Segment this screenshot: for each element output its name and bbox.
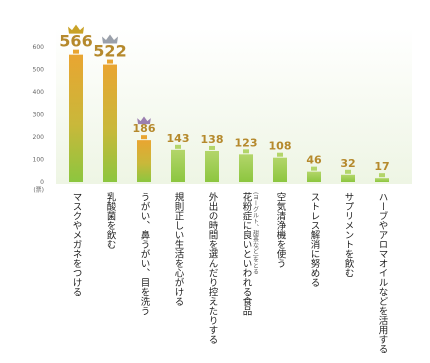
bar-marker [107, 59, 113, 64]
data-label: 566 [59, 32, 92, 51]
category-label: 外出の時間を選んだり控えたりする [207, 191, 219, 344]
data-label: 522 [93, 42, 126, 61]
bar [307, 171, 321, 182]
category-label: ハーブやアロマオイルなどを活用する [377, 192, 389, 354]
y-tick-label: 600 [33, 44, 45, 51]
category-label: 乳酸菌を飲む [105, 191, 117, 249]
category-labels: マスクやメガネをつける 乳酸菌を飲む うがい、鼻うがい、目を洗う 規則正しい生活を心が… [71, 191, 389, 353]
bar [205, 150, 219, 182]
data-label: 46 [306, 154, 322, 167]
bar [375, 178, 389, 182]
data-label: 108 [269, 140, 292, 153]
y-unit-label: (票) [33, 187, 44, 194]
bar [171, 149, 185, 182]
data-label: 186 [133, 122, 156, 135]
data-label: 143 [167, 132, 190, 145]
crown-icon [68, 24, 84, 34]
bar-marker [141, 135, 147, 140]
data-label: 32 [340, 157, 355, 170]
bar-marker [277, 152, 283, 157]
bar [69, 54, 83, 182]
bar [103, 64, 117, 182]
y-tick-label: 200 [33, 134, 45, 141]
category-label: うがい、鼻うがい、目を洗う [139, 192, 151, 316]
category-label: 花粉症に良いといわれる食品 [241, 191, 253, 316]
data-label: 17 [374, 160, 389, 173]
bar [273, 157, 287, 182]
y-tick-label: 300 [33, 112, 45, 119]
y-tick-label: 400 [33, 89, 45, 96]
crown-icon [102, 34, 118, 44]
bar-marker [243, 149, 249, 154]
bar-marker [345, 169, 351, 174]
bar-marker [175, 144, 181, 149]
bar [239, 154, 253, 182]
bar-marker [379, 173, 385, 178]
category-label: ストレス解消に努める [309, 192, 321, 287]
category-label: 規則正しい生活を心がける [173, 192, 185, 306]
bar-marker [209, 145, 215, 150]
y-tick-label: 100 [33, 157, 45, 164]
bar [341, 174, 355, 182]
y-tick-label: 500 [33, 67, 45, 74]
category-label: サプリメントを飲む [343, 192, 355, 278]
category-note: (ヨーグルト、甜茶など)をとる [252, 192, 259, 275]
crown-icon [137, 116, 151, 125]
bar [137, 140, 151, 182]
bar-marker [311, 166, 317, 171]
y-axis: 0 100 200 300 400 500 600 (票) [33, 44, 45, 194]
category-label: マスクやメガネをつける [71, 192, 83, 297]
y-tick-label: 0 [40, 179, 44, 186]
bar-marker [73, 49, 79, 54]
data-label: 138 [201, 133, 224, 146]
category-label: 空気清浄機を使う [275, 191, 287, 268]
data-label: 123 [235, 136, 258, 149]
